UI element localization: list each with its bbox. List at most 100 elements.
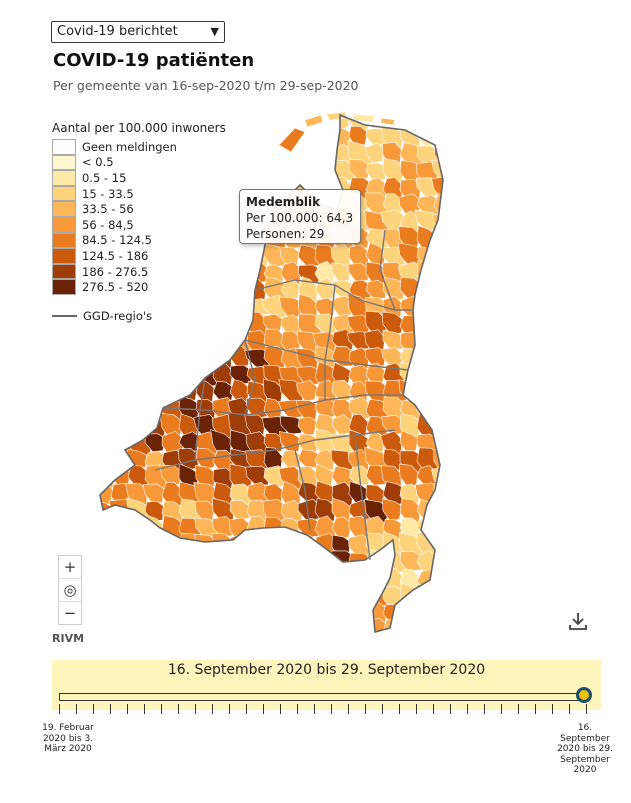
municipality-area[interactable] [178,262,199,287]
municipality-area[interactable] [229,584,249,607]
municipality-area[interactable] [212,599,237,624]
municipality-area[interactable] [211,160,232,180]
municipality-area[interactable] [416,601,436,621]
municipality-area[interactable] [110,327,132,351]
municipality-area[interactable] [348,159,371,180]
municipality-area[interactable] [110,177,135,201]
municipality-area[interactable] [125,602,152,627]
municipality-area[interactable] [297,550,322,575]
municipality-area[interactable] [433,568,445,593]
municipality-area[interactable] [263,620,287,641]
municipality-area[interactable] [95,227,113,252]
municipality-area[interactable] [160,194,185,219]
municipality-area[interactable] [314,396,337,420]
municipality-area[interactable] [95,140,118,170]
municipality-area[interactable] [399,430,419,454]
municipality-area[interactable] [263,552,284,572]
municipality-area[interactable] [95,278,114,301]
municipality-area[interactable] [161,619,185,643]
municipality-area[interactable] [176,158,198,183]
municipality-area[interactable] [314,127,335,150]
municipality-area[interactable] [297,416,318,436]
municipality-area[interactable] [195,259,219,285]
municipality-area[interactable] [331,600,353,626]
municipality-area[interactable] [144,619,165,642]
municipality-area[interactable] [210,293,237,323]
municipality-area[interactable] [212,124,234,148]
municipality-area[interactable] [142,548,166,575]
municipality-area[interactable] [212,243,234,266]
municipality-area[interactable] [212,550,234,576]
municipality-area[interactable] [144,297,164,320]
municipality-area[interactable] [365,569,389,589]
municipality-area[interactable] [228,297,254,318]
municipality-area[interactable] [263,161,284,181]
municipality-area[interactable] [160,110,184,130]
municipality-area[interactable] [178,244,198,267]
municipality-area[interactable] [348,125,368,148]
municipality-area[interactable] [144,208,167,236]
municipality-area[interactable] [161,277,184,301]
municipality-area[interactable] [110,279,131,303]
municipality-area[interactable] [127,208,150,234]
municipality-area[interactable] [127,349,153,369]
municipality-area[interactable] [415,110,436,133]
municipality-area[interactable] [278,431,301,453]
municipality-area[interactable] [229,532,252,558]
municipality-area[interactable] [331,262,352,283]
municipality-area[interactable] [142,125,167,153]
municipality-area[interactable] [95,176,117,202]
municipality-area[interactable] [432,517,445,538]
municipality-area[interactable] [178,636,200,645]
municipality-area[interactable] [127,551,152,574]
municipality-area[interactable] [298,639,321,646]
municipality-area[interactable] [144,531,170,556]
municipality-area[interactable] [142,110,170,131]
municipality-area[interactable] [95,551,119,575]
municipality-area[interactable] [433,347,445,370]
municipality-area[interactable] [195,141,220,165]
municipality-area[interactable] [348,565,368,589]
municipality-area[interactable] [414,294,440,318]
municipality-area[interactable] [127,196,148,219]
municipality-area[interactable] [415,635,438,646]
municipality-area[interactable] [212,277,233,304]
municipality-area[interactable] [143,568,168,594]
municipality-area[interactable] [212,565,233,593]
municipality-area[interactable] [194,348,220,369]
municipality-area[interactable] [144,191,164,219]
municipality-area[interactable] [110,191,134,216]
municipality-area[interactable] [95,618,114,645]
municipality-area[interactable] [415,327,439,354]
municipality-area[interactable] [178,361,203,389]
municipality-area[interactable] [109,413,135,441]
municipality-area[interactable] [297,618,320,642]
municipality-area[interactable] [432,327,445,353]
municipality-area[interactable] [212,191,235,218]
municipality-area[interactable] [280,261,302,286]
municipality-area[interactable] [246,568,270,593]
municipality-area[interactable] [195,330,216,355]
municipality-area[interactable] [228,635,249,645]
municipality-area[interactable] [416,344,437,371]
municipality-area[interactable] [176,225,200,251]
municipality-area[interactable] [312,583,337,604]
municipality-area[interactable] [161,552,185,578]
municipality-area[interactable] [110,126,134,153]
municipality-area[interactable] [314,157,335,184]
municipality-area[interactable] [210,143,234,164]
municipality-area[interactable] [127,616,152,642]
municipality-area[interactable] [127,125,151,152]
municipality-area[interactable] [433,500,445,525]
municipality-area[interactable] [314,618,338,643]
municipality-area[interactable] [110,533,133,556]
municipality-area[interactable] [297,534,318,557]
municipality-area[interactable] [161,328,182,352]
municipality-area[interactable] [142,141,167,165]
municipality-area[interactable] [178,618,199,643]
municipality-area[interactable] [280,603,300,627]
municipality-area[interactable] [211,176,236,200]
municipality-area[interactable] [229,313,249,335]
municipality-area[interactable] [433,296,445,323]
municipality-area[interactable] [178,193,203,221]
